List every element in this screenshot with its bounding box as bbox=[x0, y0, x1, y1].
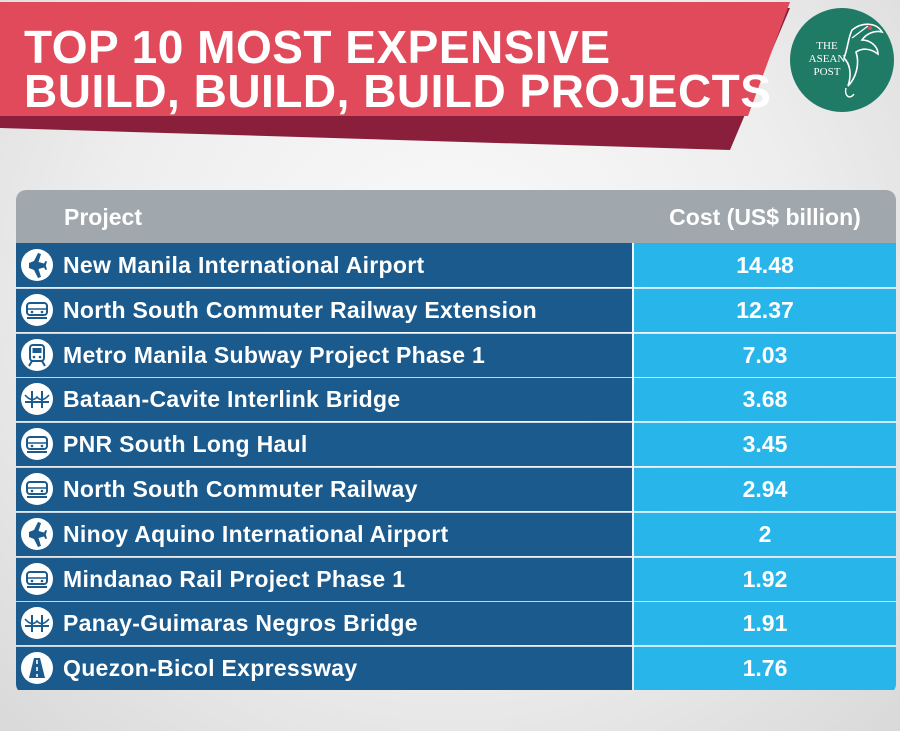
row-divider bbox=[16, 332, 896, 334]
asean-post-logo: THE ASEAN POST bbox=[790, 8, 894, 112]
project-cell: Quezon-Bicol Expressway bbox=[16, 646, 632, 691]
cost-cell: 1.92 bbox=[634, 556, 896, 601]
project-name: Metro Manila Subway Project Phase 1 bbox=[63, 341, 486, 368]
project-name: Ninoy Aquino International Airport bbox=[63, 520, 449, 547]
cost-value: 12.37 bbox=[736, 296, 794, 323]
project-name: Panay-Guimaras Negros Bridge bbox=[63, 610, 418, 637]
page-title-line-2: BUILD, BUILD, BUILD PROJECTS bbox=[24, 65, 772, 117]
cost-value: 1.91 bbox=[742, 610, 788, 637]
project-cell: Panay-Guimaras Negros Bridge bbox=[16, 601, 632, 646]
row-divider bbox=[16, 511, 896, 513]
project-cell: PNR South Long Haul bbox=[16, 422, 632, 467]
cost-value: 2 bbox=[758, 520, 772, 547]
project-cell: North South Commuter Railway Extension bbox=[16, 287, 632, 332]
cost-value: 1.76 bbox=[742, 655, 788, 682]
airplane-icon bbox=[21, 249, 53, 281]
row-divider bbox=[16, 422, 896, 424]
cost-cell: 14.48 bbox=[634, 243, 896, 287]
cost-cell: 7.03 bbox=[634, 332, 896, 377]
project-name: Quezon-Bicol Expressway bbox=[63, 655, 358, 682]
row-divider bbox=[16, 646, 896, 648]
logo-text-line-2: ASEAN bbox=[808, 53, 846, 65]
project-cell: Metro Manila Subway Project Phase 1 bbox=[16, 332, 632, 377]
cost-value: 2.94 bbox=[742, 476, 788, 502]
table-row: PNR South Long Haul 3.45 bbox=[16, 422, 896, 467]
row-divider bbox=[16, 601, 896, 603]
page-title-line-1: TOP 10 MOST EXPENSIVE bbox=[24, 21, 611, 73]
cost-cell: 3.45 bbox=[634, 422, 896, 467]
cost-value: 14.48 bbox=[736, 252, 794, 278]
project-cell: North South Commuter Railway bbox=[16, 467, 632, 511]
cost-cell: 1.76 bbox=[634, 646, 896, 691]
projects-table: Project Cost (US$ billion) New Manila In… bbox=[16, 190, 896, 694]
project-cell: Mindanao Rail Project Phase 1 bbox=[16, 556, 632, 601]
project-name: North South Commuter Railway Extension bbox=[63, 296, 538, 323]
project-cell: Bataan-Cavite Interlink Bridge bbox=[16, 377, 632, 422]
column-header-cost: Cost (US$ billion) bbox=[669, 204, 861, 230]
project-name: New Manila International Airport bbox=[63, 252, 425, 278]
table-header: Project Cost (US$ billion) bbox=[16, 190, 896, 243]
table-row: Panay-Guimaras Negros Bridge 1.91 bbox=[16, 601, 896, 646]
cost-cell: 1.91 bbox=[634, 601, 896, 646]
column-header-project: Project bbox=[64, 204, 142, 230]
airplane-icon bbox=[21, 517, 53, 550]
table-row: Bataan-Cavite Interlink Bridge 3.68 bbox=[16, 377, 896, 422]
title-banner: TOP 10 MOST EXPENSIVE BUILD, BUILD, BUIL… bbox=[0, 0, 820, 160]
table-row: Ninoy Aquino International Airport 2 bbox=[16, 511, 896, 556]
table-row: North South Commuter Railway 2.94 bbox=[16, 467, 896, 511]
cost-cell: 2.94 bbox=[634, 467, 896, 511]
logo-text-line-3: POST bbox=[813, 66, 841, 78]
train-icon bbox=[21, 473, 53, 505]
banner-shape bbox=[0, 2, 790, 150]
project-cell: Ninoy Aquino International Airport bbox=[16, 511, 632, 556]
project-name: PNR South Long Haul bbox=[63, 431, 308, 458]
train-icon bbox=[21, 562, 53, 595]
cost-value: 7.03 bbox=[742, 341, 788, 368]
cost-cell: 3.68 bbox=[634, 377, 896, 422]
banner-face bbox=[0, 2, 790, 116]
table-row: New Manila International Airport 14.48 bbox=[16, 243, 896, 287]
table-row: Mindanao Rail Project Phase 1 1.92 bbox=[16, 556, 896, 601]
logo-text-line-1: THE bbox=[816, 40, 838, 52]
hummingbird-icon bbox=[843, 23, 884, 98]
project-name: Bataan-Cavite Interlink Bridge bbox=[63, 386, 401, 413]
cost-value: 3.68 bbox=[742, 386, 788, 413]
subway-icon bbox=[21, 338, 53, 371]
table-row: Quezon-Bicol Expressway 1.76 bbox=[16, 646, 896, 691]
table-row: Metro Manila Subway Project Phase 1 7.03 bbox=[16, 332, 896, 377]
cost-value: 1.92 bbox=[742, 565, 788, 592]
row-divider bbox=[16, 467, 896, 468]
bridge-icon bbox=[21, 607, 53, 640]
road-icon bbox=[21, 652, 53, 685]
cost-cell: 2 bbox=[634, 511, 896, 556]
bridge-icon bbox=[21, 383, 53, 416]
project-name: Mindanao Rail Project Phase 1 bbox=[63, 565, 406, 592]
row-divider bbox=[16, 377, 896, 379]
row-divider bbox=[16, 287, 896, 289]
table-row: North South Commuter Railway Extension 12… bbox=[16, 287, 896, 332]
train-icon bbox=[21, 293, 53, 326]
train-icon bbox=[21, 428, 53, 461]
cost-cell: 12.37 bbox=[634, 287, 896, 332]
row-divider bbox=[16, 556, 896, 558]
cost-value: 3.45 bbox=[742, 431, 788, 458]
project-name: North South Commuter Railway bbox=[63, 476, 418, 502]
project-cell: New Manila International Airport bbox=[16, 243, 632, 287]
